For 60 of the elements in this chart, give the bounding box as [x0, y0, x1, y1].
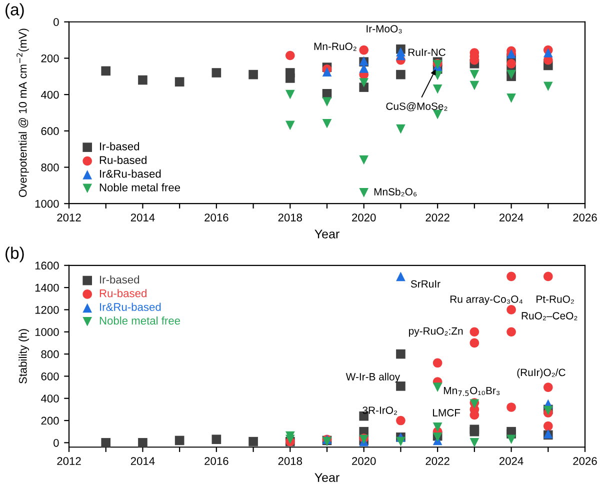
- x-tick-label: 2026: [573, 214, 597, 222]
- x-axis-title: Year: [314, 230, 340, 238]
- legend-label: Ir-based: [100, 142, 140, 150]
- annotation: Ir-MoO₃: [366, 25, 402, 34]
- annotation: CuS@MoSe₂: [386, 102, 448, 112]
- x-tick-label: 2016: [204, 214, 228, 222]
- x-axis-title: Year: [314, 473, 340, 482]
- x-tick-label: 2024: [499, 214, 524, 222]
- annotation: Mn$_{7.5}$O₁₀Br₃: [444, 386, 500, 396]
- y-tick-label: 1000: [35, 200, 59, 208]
- x-tick-label: 2022: [426, 214, 450, 222]
- annotation: Mn-RuO₂: [314, 42, 356, 51]
- y-axis-title: Stability (h): [18, 329, 30, 384]
- legend-label: Ru-based: [100, 156, 146, 164]
- annotation: SrRuIr: [410, 280, 440, 288]
- x-tick-label: 2026: [573, 457, 597, 466]
- x-tick-label: 2016: [204, 457, 228, 466]
- legend-label: Ir&Ru-based: [100, 170, 161, 178]
- legend-label: Noble metal free: [100, 183, 180, 192]
- annotation: py-RuO₂:Zn: [409, 327, 463, 337]
- x-tick-label: 2020: [352, 457, 376, 466]
- y-tick-label: 600: [41, 372, 59, 380]
- annotation: 3R-IrO₂: [362, 406, 398, 415]
- y-tick-label: 600: [41, 127, 59, 136]
- x-tick-label: 2012: [57, 214, 81, 222]
- y-tick-label: 1600: [35, 262, 59, 270]
- y-tick-label: 0: [54, 438, 59, 447]
- annotation: W-Ir-B alloy: [346, 372, 400, 383]
- chart-title: (b): [6, 246, 24, 262]
- y-axis-title: Overpotential @ 10 mA cm$^{−2}$(mV): [16, 28, 29, 197]
- text: Noble metal free: [100, 316, 180, 325]
- x-tick-label: 2014: [130, 214, 155, 222]
- text: Ir&Ru-based: [100, 302, 161, 311]
- y-tick-label: 1000: [35, 328, 59, 336]
- y-tick-label: 200: [41, 416, 59, 425]
- annotation: LMCF: [433, 409, 460, 416]
- text: Ir-based: [100, 275, 140, 284]
- annotation: Ru array-Co₃O₄: [450, 296, 523, 305]
- y-tick-label: 400: [40, 90, 59, 99]
- x-tick-label: 2024: [499, 457, 524, 466]
- y-tick-label: 1400: [35, 284, 59, 292]
- x-tick-label: 2020: [352, 214, 376, 222]
- annotation: MnSb₂O₆: [374, 188, 417, 196]
- annotation: RuIr-NC: [408, 48, 446, 56]
- x-tick-label: 2018: [278, 457, 302, 466]
- y-tick-label: 400: [40, 394, 59, 402]
- y-tick-label: 0: [54, 18, 59, 26]
- x-tick-label: 2022: [426, 457, 450, 466]
- y-tick-label: 800: [41, 164, 59, 172]
- y-tick-label: 200: [41, 54, 59, 62]
- text: Ru-based: [100, 289, 146, 298]
- y-tick-label: 1200: [35, 306, 59, 314]
- annotation: (RuIr)O₂/C: [517, 368, 566, 378]
- annotation: Pt-RuO₂: [536, 296, 574, 304]
- x-tick-label: 2018: [278, 214, 302, 222]
- y-tick-label: 800: [41, 350, 59, 358]
- annotation: RuO₂–CeO₂: [522, 312, 578, 320]
- x-tick-label: 2014: [130, 457, 155, 466]
- x-tick-label: 2012: [57, 457, 81, 466]
- chart-title: (a): [6, 3, 24, 19]
